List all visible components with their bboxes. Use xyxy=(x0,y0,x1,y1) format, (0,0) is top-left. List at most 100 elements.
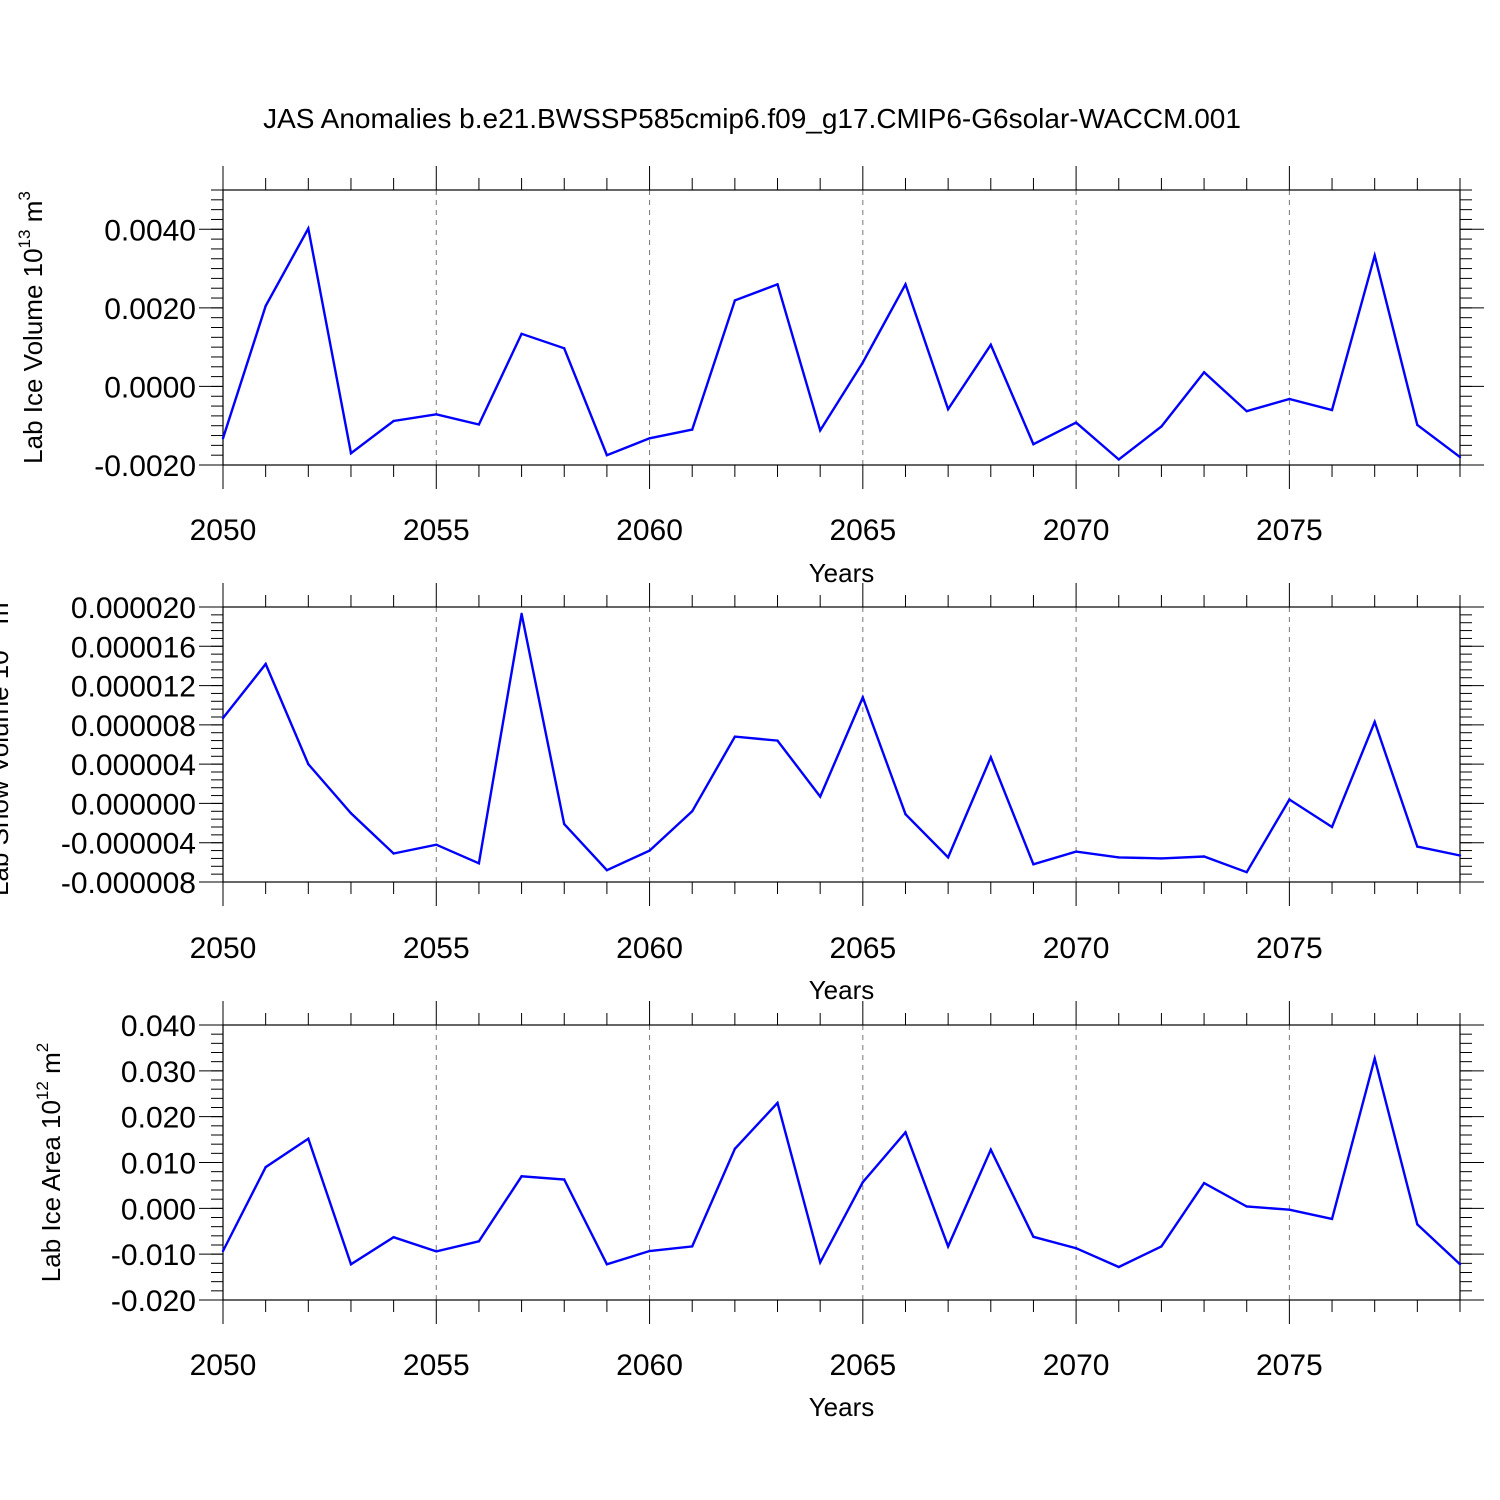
data-point xyxy=(1245,870,1248,874)
data-point xyxy=(349,452,353,455)
x-tick-label: 2065 xyxy=(829,1349,896,1382)
x-tick-label: 2050 xyxy=(190,1349,257,1382)
y-axis-title: Lab Ice Area 1012 m2 xyxy=(33,1043,66,1282)
data-point xyxy=(818,429,822,432)
y-tick-label: -0.000004 xyxy=(61,828,196,861)
y-tick-label: -0.010 xyxy=(111,1239,196,1272)
y-tick-label: 0.020 xyxy=(121,1102,196,1135)
data-point xyxy=(392,1236,395,1239)
x-axis-title: Years xyxy=(809,1392,875,1422)
data-point xyxy=(733,735,737,738)
series-line xyxy=(222,613,1461,874)
data-point xyxy=(563,1178,566,1181)
x-tick-label: 2060 xyxy=(616,932,683,965)
data-point xyxy=(435,413,438,416)
data-point xyxy=(861,361,865,364)
data-point xyxy=(477,862,481,865)
data-point xyxy=(392,419,395,423)
data-point xyxy=(435,843,438,846)
y-tick-label: -0.020 xyxy=(111,1285,196,1318)
data-point xyxy=(1202,371,1206,374)
data-point xyxy=(648,849,651,852)
data-point xyxy=(477,1240,481,1243)
data-point xyxy=(733,1147,737,1150)
x-tick-label: 2070 xyxy=(1043,514,1110,547)
x-tick-label: 2070 xyxy=(1043,1349,1110,1382)
x-tick-label: 2065 xyxy=(829,932,896,965)
data-point xyxy=(946,856,950,859)
data-point xyxy=(1330,825,1334,829)
chart-panel-3: 2050 2055 2060 2065 2070 2075 Years -0.020 -0.01… xyxy=(33,1001,1484,1422)
data-point xyxy=(648,437,651,440)
chart-panel-2: 2050 2055 2060 2065 2070 2075 Years -0.000008 -0… xyxy=(0,583,1484,1005)
data-point xyxy=(691,1245,694,1248)
data-point xyxy=(1117,1265,1120,1269)
data-point xyxy=(264,662,267,666)
x-tick-label: 2055 xyxy=(403,514,470,547)
data-point xyxy=(946,408,950,411)
y-tick-label: 0.030 xyxy=(121,1056,196,1089)
y-tick-label: 0.040 xyxy=(121,1010,196,1043)
data-point xyxy=(1160,1245,1163,1248)
x-tick-label: 2050 xyxy=(190,932,257,965)
data-point xyxy=(1032,442,1035,446)
y-tick-label: 0.0040 xyxy=(104,214,196,247)
data-point xyxy=(520,1175,523,1178)
data-point xyxy=(520,332,523,335)
x-axis-title: Years xyxy=(809,558,875,588)
data-point xyxy=(349,1263,353,1266)
data-point xyxy=(1245,409,1248,413)
data-point xyxy=(1458,854,1462,857)
y-tick-label: 0.0020 xyxy=(104,293,196,326)
y-tick-label: 0.000004 xyxy=(71,749,196,782)
x-tick-label: 2070 xyxy=(1043,932,1110,965)
data-point xyxy=(904,813,907,816)
data-point xyxy=(392,852,395,855)
data-point xyxy=(691,428,694,431)
y-tick-label: 0.000020 xyxy=(71,592,196,625)
data-point xyxy=(264,304,267,308)
data-point xyxy=(1373,1057,1376,1060)
chart-panel-1: 2050 2055 2060 2065 2070 2075 Years -0.0020 0.00… xyxy=(15,166,1484,588)
data-point xyxy=(477,423,481,426)
data-point xyxy=(861,1181,865,1184)
data-point xyxy=(776,1101,779,1105)
x-tick-label: 2075 xyxy=(1256,1349,1323,1382)
data-point xyxy=(605,1263,609,1266)
data-point xyxy=(1330,1217,1334,1221)
x-tick-label: 2075 xyxy=(1256,932,1323,965)
data-point xyxy=(1117,856,1120,859)
data-point xyxy=(1160,425,1163,428)
data-point xyxy=(307,762,310,766)
y-tick-label: 0.000000 xyxy=(71,788,196,821)
data-point xyxy=(221,1249,225,1253)
y-tick-label: 0.000016 xyxy=(71,631,196,664)
data-point xyxy=(1117,458,1120,461)
data-point xyxy=(307,227,310,230)
x-tick-label: 2055 xyxy=(403,932,470,965)
data-point xyxy=(1416,1223,1419,1226)
data-point xyxy=(989,1148,992,1151)
y-tick-label: -0.000008 xyxy=(61,867,196,900)
y-tick-label: 0.000012 xyxy=(71,671,196,704)
data-point xyxy=(776,283,779,286)
data-point xyxy=(221,716,225,720)
data-point xyxy=(648,1249,651,1253)
data-point xyxy=(1416,423,1419,427)
data-point xyxy=(435,1250,438,1253)
data-point xyxy=(1074,850,1078,853)
plot-frame xyxy=(222,189,1461,466)
chart-title: JAS Anomalies b.e21.BWSSP585cmip6.f09_g1… xyxy=(263,103,1241,134)
data-point xyxy=(349,812,353,815)
data-point xyxy=(264,1165,267,1169)
data-point xyxy=(946,1245,950,1248)
data-point xyxy=(605,453,609,457)
data-point xyxy=(1288,798,1291,801)
data-point xyxy=(1202,855,1206,858)
data-point xyxy=(1032,863,1035,866)
data-point xyxy=(1202,1181,1206,1185)
data-point xyxy=(1373,720,1376,724)
x-tick-label: 2075 xyxy=(1256,514,1323,547)
y-tick-label: -0.0020 xyxy=(94,450,196,483)
data-point xyxy=(1330,408,1334,412)
